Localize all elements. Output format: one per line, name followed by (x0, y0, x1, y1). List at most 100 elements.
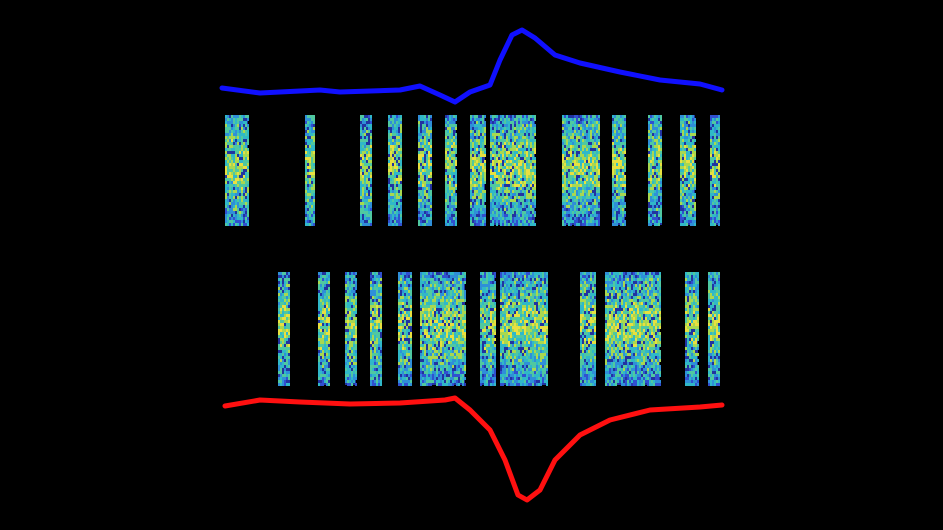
pixel (370, 118, 372, 121)
pixel (490, 205, 492, 208)
pixel (490, 172, 492, 175)
pixel (592, 127, 594, 130)
pixel (288, 344, 290, 347)
pixel (398, 214, 400, 217)
pixel (504, 151, 506, 154)
pixel (239, 124, 241, 127)
pixel (455, 157, 457, 160)
pixel (428, 136, 430, 139)
pixel (688, 220, 690, 223)
pixel (502, 172, 504, 175)
pixel (508, 118, 510, 121)
pixel (512, 154, 514, 157)
pixel (426, 199, 428, 202)
pixel (494, 115, 496, 118)
pixel (362, 118, 364, 121)
pixel (590, 145, 592, 148)
pixel (612, 199, 614, 202)
pixel (231, 142, 233, 145)
pixel (686, 166, 688, 169)
pixel (376, 344, 378, 347)
pixel (712, 175, 714, 178)
pixel (588, 220, 590, 223)
pixel (362, 184, 364, 187)
pixel (660, 157, 662, 160)
pixel (622, 193, 624, 196)
pixel (418, 214, 420, 217)
pixel (648, 199, 650, 202)
pixel (282, 299, 284, 302)
pixel (424, 151, 426, 154)
pixel (570, 121, 572, 124)
pixel (656, 178, 658, 181)
pixel (512, 223, 514, 226)
pixel (584, 169, 586, 172)
pixel (428, 169, 430, 172)
pixel (364, 223, 366, 226)
pixel (424, 272, 426, 275)
pixel (514, 196, 516, 199)
pixel (307, 160, 309, 163)
pixel (278, 353, 280, 356)
pixel (237, 151, 239, 154)
pixel (508, 199, 510, 202)
pixel (402, 281, 404, 284)
pixel (406, 377, 408, 380)
pixel (566, 184, 568, 187)
pixel (225, 193, 227, 196)
pixel (362, 199, 364, 202)
pixel (522, 118, 524, 121)
pixel (712, 187, 714, 190)
pixel (362, 160, 364, 163)
pixel (684, 220, 686, 223)
pixel (470, 223, 472, 226)
pixel (374, 353, 376, 356)
pixel (247, 166, 249, 169)
pixel (516, 220, 518, 223)
pixel (650, 199, 652, 202)
pixel (239, 196, 241, 199)
pixel (530, 220, 532, 223)
pixel (476, 127, 478, 130)
pixel (688, 199, 690, 202)
pixel (378, 350, 380, 353)
pixel (378, 284, 380, 287)
pixel (478, 202, 480, 205)
pixel (368, 211, 370, 214)
pixel (345, 353, 347, 356)
pixel (614, 151, 616, 154)
pixel (286, 299, 288, 302)
pixel (588, 139, 590, 142)
pixel (658, 166, 660, 169)
pixel (598, 220, 600, 223)
pixel (225, 133, 227, 136)
pixel (320, 365, 322, 368)
pixel (622, 166, 624, 169)
pixel (360, 139, 362, 142)
pixel (426, 139, 428, 142)
pixel (588, 181, 590, 184)
pixel (453, 145, 455, 148)
pixel (624, 205, 626, 208)
pixel (692, 145, 694, 148)
pixel (239, 202, 241, 205)
pixel (328, 311, 330, 314)
pixel (574, 172, 576, 175)
pixel (233, 175, 235, 178)
pixel (328, 347, 330, 350)
pixel (684, 136, 686, 139)
pixel (374, 362, 376, 365)
pixel (370, 157, 372, 160)
pixel (366, 202, 368, 205)
pixel (492, 208, 494, 211)
pixel (345, 380, 347, 383)
pixel (313, 187, 315, 190)
pixel (422, 139, 424, 142)
pixel (712, 157, 714, 160)
pixel (496, 166, 498, 169)
pixel (692, 142, 694, 145)
pixel (522, 154, 524, 157)
pixel (614, 139, 616, 142)
pixel (480, 160, 482, 163)
pixel (682, 142, 684, 145)
